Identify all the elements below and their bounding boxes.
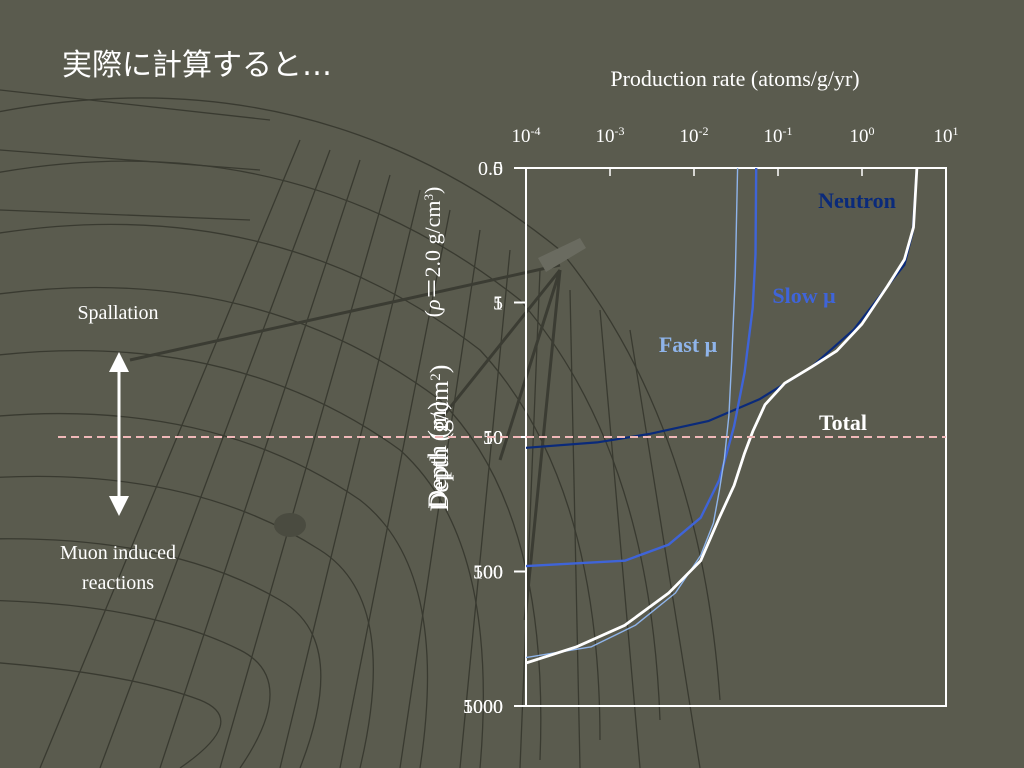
- rho-open: (: [420, 310, 445, 317]
- y-tick-label-m: 5000: [463, 696, 503, 718]
- rho-close: ): [420, 187, 445, 194]
- y-tick-label-m: 5: [493, 293, 503, 315]
- annotation-neutron: Neutron: [818, 188, 896, 213]
- y-axis-label-m: Depth (m): [423, 401, 452, 509]
- slide-title: 実際に計算すると…: [62, 48, 332, 83]
- rho-value: ＝2.0 g/cm: [420, 200, 445, 299]
- x-axis-label: Production rate (atoms/g/yr): [610, 66, 859, 91]
- x-tick-label: 10-3: [596, 124, 625, 147]
- y-axis-label-gcm2-close: ): [425, 365, 454, 374]
- y-tick-label-gcm2: 1: [493, 293, 503, 315]
- fast-muon-line: [526, 168, 739, 659]
- y-tick-label-gcm2: 0: [493, 158, 503, 180]
- y-tick-label-gcm2: 100: [473, 562, 503, 584]
- x-tick-label: 10-1: [764, 124, 793, 147]
- y-axis-label-rho: (ρ＝2.0 g/cm3): [420, 187, 445, 318]
- y-axis-label-gcm2: Depth (g/cm2): [425, 365, 454, 512]
- annotation-fast-muon: Fast μ: [659, 332, 718, 357]
- rho-symbol: ρ: [420, 299, 445, 311]
- x-tick-label: 100: [850, 124, 875, 147]
- annotation-total: Total: [819, 410, 867, 435]
- muon-label-line1: Muon induced: [59, 542, 177, 564]
- y-axis-label-gcm2-text: Depth (g/cm: [425, 381, 454, 512]
- x-tick-label: 10-2: [680, 124, 709, 147]
- spallation-label: Spallation: [77, 302, 159, 324]
- x-tick-label: 10-4: [512, 124, 541, 147]
- muon-label: Muon induced reactions: [30, 538, 206, 598]
- slow-muon-line: [526, 168, 758, 568]
- x-tick-label: 101: [934, 124, 959, 147]
- rho-sup: 3: [421, 194, 436, 201]
- total-line: [526, 168, 919, 665]
- y-tick-label-gcm2: 1000: [463, 696, 503, 718]
- y-axis-label-gcm2-sup: 2: [428, 373, 444, 381]
- y-tick-label-m: 0.5: [478, 158, 503, 180]
- muon-label-line2: reactions: [81, 572, 155, 594]
- y-tick-label-m: 500: [473, 562, 503, 584]
- annotation-slow-muon: Slow μ: [772, 283, 836, 308]
